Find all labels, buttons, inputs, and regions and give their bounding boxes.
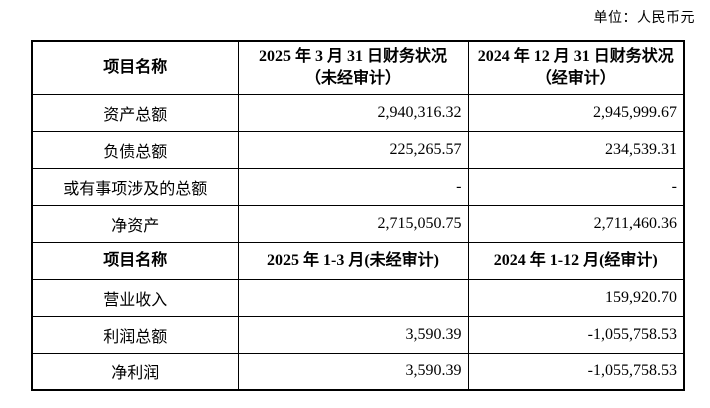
operating-revenue-2025-value — [237, 278, 469, 317]
table-row-total-profit: 利润总额 3,590.39 -1,055,758.53 — [31, 315, 685, 354]
total-assets-2024-value: 2,945,999.67 — [467, 93, 685, 132]
row-label-net-profit: 净利润 — [31, 352, 239, 391]
income-header-row: 项目名称 2025 年 1-3 月(未经审计) 2024 年 1-12 月(经审… — [31, 241, 685, 280]
total-liabilities-2025-value: 225,265.57 — [237, 130, 469, 169]
income-header-item-name: 项目名称 — [31, 241, 239, 280]
operating-revenue-2024-value: 159,920.70 — [467, 278, 685, 317]
total-assets-2025-value: 2,940,316.32 — [237, 93, 469, 132]
total-profit-2024-value: -1,055,758.53 — [467, 315, 685, 354]
income-header-2024-full-year: 2024 年 1-12 月(经审计) — [467, 241, 685, 280]
row-label-operating-revenue: 营业收入 — [31, 278, 239, 317]
row-label-total-assets: 资产总额 — [31, 93, 239, 132]
contingencies-2024-value: - — [467, 167, 685, 206]
row-label-contingencies: 或有事项涉及的总额 — [31, 167, 239, 206]
balance-header-2024-12-31: 2024 年 12 月 31 日财务状况（经审计） — [467, 40, 685, 95]
balance-header-row: 项目名称 2025 年 3 月 31 日财务状况（未经审计） 2024 年 12… — [31, 40, 685, 95]
net-assets-2024-value: 2,711,460.36 — [467, 204, 685, 243]
table-row-total-assets: 资产总额 2,940,316.32 2,945,999.67 — [31, 93, 685, 132]
contingencies-2025-value: - — [237, 167, 469, 206]
balance-header-2025-03-31: 2025 年 3 月 31 日财务状况（未经审计） — [237, 40, 469, 95]
total-profit-2025-value: 3,590.39 — [237, 315, 469, 354]
row-label-net-assets: 净资产 — [31, 204, 239, 243]
income-header-2025-q1: 2025 年 1-3 月(未经审计) — [237, 241, 469, 280]
table-row-contingencies: 或有事项涉及的总额 - - — [31, 167, 685, 206]
table-row-net-profit: 净利润 3,590.39 -1,055,758.53 — [31, 352, 685, 391]
net-assets-2025-value: 2,715,050.75 — [237, 204, 469, 243]
table-row-net-assets: 净资产 2,715,050.75 2,711,460.36 — [31, 204, 685, 243]
row-label-total-profit: 利润总额 — [31, 315, 239, 354]
net-profit-2024-value: -1,055,758.53 — [467, 352, 685, 391]
table-row-total-liabilities: 负债总额 225,265.57 234,539.31 — [31, 130, 685, 169]
balance-header-item-name: 项目名称 — [31, 40, 239, 95]
row-label-total-liabilities: 负债总额 — [31, 130, 239, 169]
total-liabilities-2024-value: 234,539.31 — [467, 130, 685, 169]
net-profit-2025-value: 3,590.39 — [237, 352, 469, 391]
financial-summary-table: 项目名称 2025 年 3 月 31 日财务状况（未经审计） 2024 年 12… — [31, 40, 685, 391]
table-row-operating-revenue: 营业收入 159,920.70 — [31, 278, 685, 317]
unit-label: 单位：人民币元 — [593, 11, 695, 26]
